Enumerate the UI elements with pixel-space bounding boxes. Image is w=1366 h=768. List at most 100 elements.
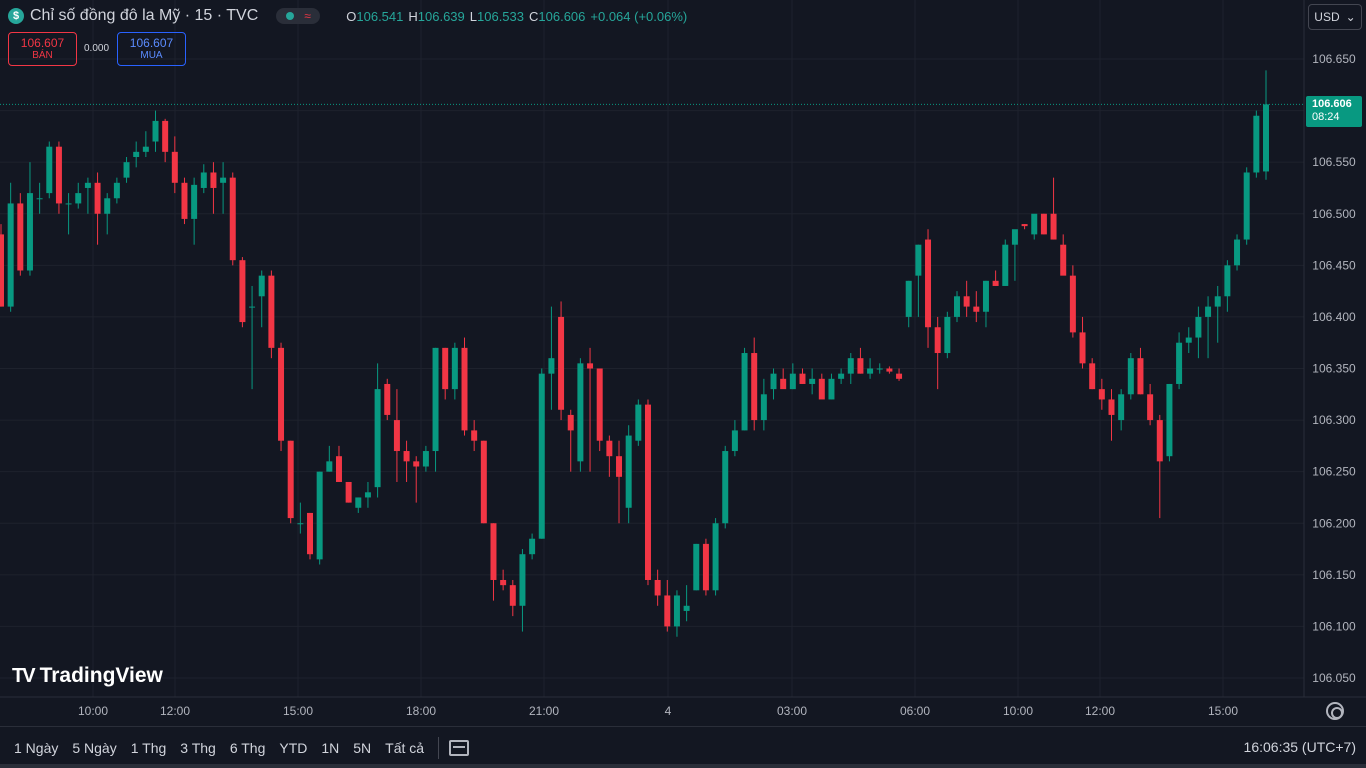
- go-to-date-icon[interactable]: [449, 739, 470, 756]
- tradingview-watermark[interactable]: TV TradingView: [12, 664, 163, 688]
- candle-body: [345, 481, 352, 503]
- range-button-ytd[interactable]: YTD: [279, 739, 308, 756]
- candle-body: [307, 512, 314, 555]
- candle-body: [693, 543, 700, 591]
- candle-body: [953, 296, 960, 317]
- range-button-3m[interactable]: 3 Thg: [180, 739, 216, 756]
- range-button-all[interactable]: Tất cả: [385, 739, 425, 756]
- candle-body: [780, 378, 787, 390]
- candle-body: [973, 306, 980, 312]
- candle-body: [162, 120, 169, 152]
- candle-body: [567, 414, 574, 431]
- sell-label: BÁN: [32, 50, 53, 61]
- range-button-1y[interactable]: 1N: [321, 739, 340, 756]
- candle-body: [278, 347, 285, 441]
- y-tick-label: 106.200: [1312, 516, 1356, 530]
- candle-body: [1031, 213, 1038, 235]
- spread-value: 0.000: [84, 43, 110, 54]
- x-tick-label: 10:00: [1003, 704, 1033, 718]
- candle-body: [1243, 172, 1250, 240]
- y-tick-label: 106.300: [1312, 413, 1356, 427]
- candle-body: [0, 234, 4, 307]
- candle-body: [26, 193, 33, 271]
- candle-body: [123, 162, 130, 178]
- candle-body: [722, 451, 729, 524]
- dollar-symbol-icon: $: [8, 8, 24, 24]
- candle-body: [741, 353, 748, 431]
- gear-icon[interactable]: [1326, 702, 1344, 720]
- candle-body: [104, 198, 111, 214]
- candle-body: [1214, 296, 1221, 307]
- candle-body: [963, 296, 970, 307]
- candle-body: [191, 184, 198, 219]
- currency-select[interactable]: USD ⌄: [1308, 4, 1362, 30]
- candle-body: [229, 177, 236, 261]
- y-tick-label: 106.400: [1312, 310, 1356, 324]
- symbol-title[interactable]: Chỉ số đồng đô la Mỹ · 15 · TVC: [30, 7, 259, 24]
- candle-body: [1234, 239, 1241, 266]
- candle-body: [249, 306, 256, 308]
- bar-countdown: 08:24: [1312, 111, 1340, 123]
- tradingview-logo-icon: TV: [12, 664, 36, 687]
- candle-body: [1050, 213, 1057, 240]
- low-value: 106.533: [477, 8, 524, 24]
- candle-body: [760, 394, 767, 421]
- market-open-dot-icon: [285, 12, 294, 20]
- last-price-value: 106.606: [1312, 98, 1352, 110]
- sell-button[interactable]: 106.607 BÁN: [8, 32, 77, 66]
- candle-body: [133, 151, 140, 158]
- clock-timezone[interactable]: 16:06:35 (UTC+7): [1243, 739, 1356, 755]
- candle-body: [17, 203, 24, 271]
- range-button-1d[interactable]: 1 Ngày: [14, 739, 59, 756]
- candle-body: [84, 182, 91, 188]
- x-tick-label: 12:00: [1085, 704, 1115, 718]
- y-tick-label: 106.450: [1312, 258, 1356, 272]
- candle-body: [982, 280, 989, 312]
- candle-body: [538, 373, 545, 539]
- y-tick-label: 106.050: [1312, 671, 1356, 685]
- candle-body: [992, 280, 999, 286]
- candle-body: [867, 368, 874, 374]
- candlestick-chart[interactable]: 106.650106.600106.550106.500106.450106.4…: [0, 0, 1366, 726]
- candle-body: [1127, 358, 1134, 395]
- candle-body: [616, 456, 623, 477]
- last-price-label: 106.606 08:24: [1306, 96, 1362, 127]
- candle-body: [1156, 420, 1163, 462]
- chart-legend: $ Chỉ số đồng đô la Mỹ · 15 · TVC ≈ O 106…: [8, 6, 687, 26]
- open-label: O: [346, 8, 357, 24]
- candle-body: [635, 404, 642, 441]
- range-button-1m[interactable]: 1 Thg: [130, 739, 167, 756]
- range-button-5y[interactable]: 5N: [353, 739, 372, 756]
- y-tick-label: 106.650: [1312, 52, 1356, 66]
- candle-body: [200, 172, 207, 188]
- buy-button[interactable]: 106.607 MUA: [117, 32, 186, 66]
- candle-body: [75, 193, 82, 204]
- candle-body: [702, 543, 709, 591]
- bottom-strip: [0, 764, 1366, 768]
- candle-body: [422, 451, 429, 467]
- market-status[interactable]: ≈: [276, 8, 321, 24]
- candle-body: [393, 420, 400, 452]
- wave-icon: ≈: [304, 9, 311, 23]
- candle-body: [210, 172, 217, 188]
- candle-body: [451, 347, 458, 390]
- candle-body: [364, 492, 371, 498]
- low-label: L: [469, 8, 477, 24]
- candle-body: [220, 177, 227, 183]
- candle-body: [1069, 275, 1076, 333]
- y-tick-label: 106.500: [1312, 207, 1356, 221]
- x-tick-label: 15:00: [283, 704, 313, 718]
- candle-body: [1040, 213, 1047, 235]
- candle-body: [606, 440, 613, 457]
- candle-body: [268, 275, 275, 348]
- candle-body: [335, 456, 342, 482]
- candle-body: [1002, 244, 1009, 286]
- range-button-5d[interactable]: 5 Ngày: [72, 739, 117, 756]
- buy-price: 106.607: [129, 36, 174, 50]
- range-button-6m[interactable]: 6 Thg: [229, 739, 266, 756]
- candle-body: [432, 347, 439, 452]
- candle-body: [1253, 115, 1260, 173]
- candle-body: [664, 595, 671, 627]
- candle-body: [1060, 244, 1067, 276]
- candle-body: [944, 316, 951, 354]
